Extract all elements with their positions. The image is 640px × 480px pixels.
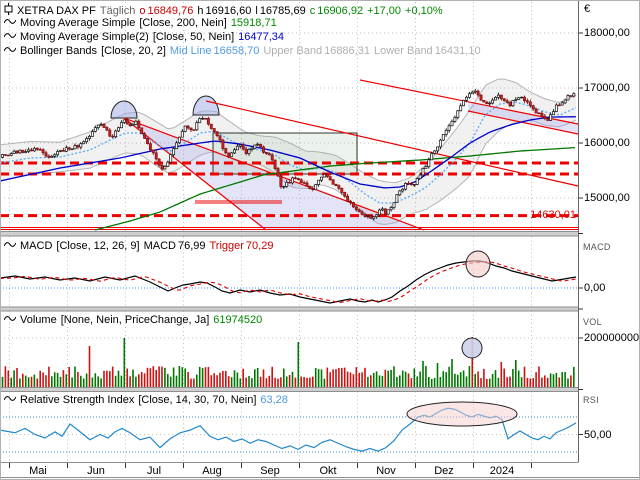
candles-layer[interactable] bbox=[1, 88, 576, 221]
splitter-volume-rsi[interactable] bbox=[0, 387, 578, 391]
volume-bars[interactable] bbox=[1, 337, 575, 387]
support-resistance-levels bbox=[0, 79, 579, 231]
ma200-line bbox=[94, 146, 576, 231]
splitter-main-macd[interactable] bbox=[0, 231, 578, 236]
ma50-line bbox=[0, 116, 577, 189]
highlight-annotations bbox=[406, 250, 518, 427]
bollinger-mid-line bbox=[0, 101, 577, 204]
axis-ticks bbox=[9, 32, 583, 468]
splitter-macd-volume[interactable] bbox=[0, 307, 578, 311]
